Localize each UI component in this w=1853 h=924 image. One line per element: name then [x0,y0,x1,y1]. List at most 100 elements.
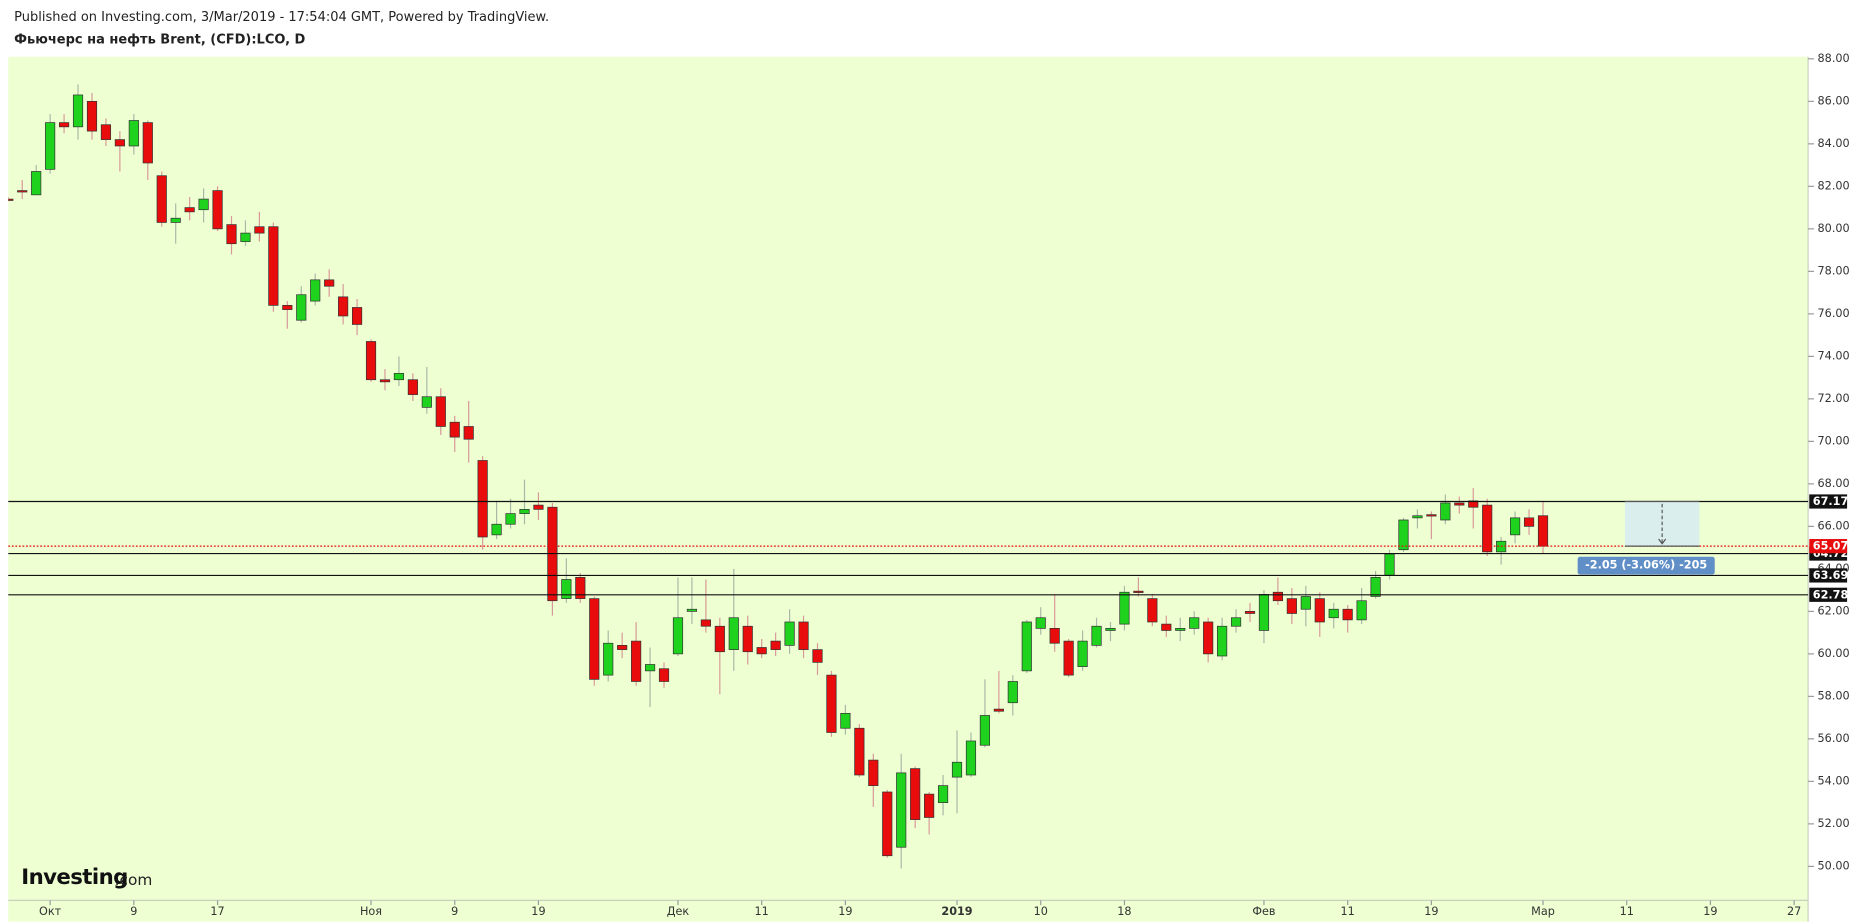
candle-body [993,708,1004,712]
candle-body [45,122,56,170]
x-tick-label: 9 [130,905,137,918]
candle-body [1244,611,1256,614]
candle-body [212,190,223,230]
x-tick-label: 19 [838,905,852,918]
candle-body [714,625,725,653]
candle-body [1175,628,1186,631]
candle-body [658,668,670,682]
candle-body [407,379,418,395]
candle-body [1328,608,1339,619]
y-tick-label: 68.00 [1818,477,1850,490]
candle-body [686,608,698,612]
plot-background [8,56,1809,922]
candle-body [631,640,642,682]
y-tick-label: 78.00 [1818,264,1850,277]
candle-body [1258,594,1270,631]
candle-body [72,94,84,128]
x-tick-label: Ноя [360,905,382,918]
candle-body [1035,617,1046,629]
candle-body [351,307,363,325]
x-tick-label: 11 [1341,905,1355,918]
candle-body [31,171,42,196]
candle-body [142,122,153,164]
subtitle: Published on Investing.com, 3/Mar/2019 -… [14,10,549,25]
x-tick-label: 18 [1117,905,1131,918]
candle-body [1523,517,1535,527]
y-tick-label: 86.00 [1818,94,1850,107]
x-tick-label: Фев [1252,905,1275,918]
candle-body [1105,628,1116,631]
x-tick-label: Окт [39,905,62,918]
candle-body [198,198,209,211]
candle-body [1049,628,1060,644]
x-tick-label: 11 [755,905,769,918]
x-tick-label: 9 [451,905,458,918]
y-tick-label: 80.00 [1818,222,1850,235]
measure-label-bg [1577,556,1715,575]
candle-body [254,226,265,234]
x-tick-label: 2019 [941,905,972,918]
candle-body [463,426,474,440]
x-tick-label: 19 [531,905,545,918]
candle-body [1510,517,1521,536]
candle-body [979,715,991,746]
candle-body [1272,591,1283,602]
candle-body [1021,621,1032,672]
candle-body [310,279,321,302]
price-tag-bg [1809,494,1848,509]
candle-body [589,598,600,680]
candle-body [1217,625,1228,657]
y-tick-label: 62.00 [1818,604,1850,617]
price-tag: 67.17 [1813,495,1849,508]
candle-body [770,640,781,650]
candle-body [700,619,711,627]
candle-body [156,175,167,223]
candle-body [1398,519,1409,551]
candle-body [1342,608,1353,621]
candle-body [449,421,460,438]
logo-name: Investing [21,865,128,890]
candle-body [742,625,753,653]
candle-body [282,304,293,310]
candle-body [1384,553,1395,576]
candle-body [338,296,349,317]
chart-title: Фьючерс на нефть Brent, (CFD):LCO, D [14,33,305,48]
candle-body [491,523,502,536]
candle-body [910,768,921,820]
price-tag: 65.07 [1813,540,1849,553]
y-tick-label: 52.00 [1818,817,1850,830]
candle-body [1077,640,1088,667]
candle-body [533,504,544,510]
candle-body [826,674,837,733]
price-tag-bg [1809,587,1848,602]
price-tag-bg [1809,568,1848,583]
candle-body [965,740,977,776]
y-tick-label: 56.00 [1818,732,1850,745]
candle-body [882,791,893,857]
candle-body [924,793,935,818]
candle-body [798,621,809,650]
overlays: -2.05 (-3.06%) -205 [8,500,1809,596]
candle-body [1412,515,1423,519]
y-tick-label: 72.00 [1818,392,1850,405]
candle-body [840,713,851,729]
y-tick-label: 88.00 [1818,52,1850,65]
candle-body [365,341,377,381]
x-tick-label: 17 [210,905,224,918]
measure-arrowhead [1658,538,1667,545]
candle-body [575,577,586,599]
candle-body [296,294,307,321]
candle-body [240,232,251,242]
candle-body [505,513,516,525]
candle-body [1063,640,1074,676]
y-tick-label: 84.00 [1818,137,1850,150]
candle-body [519,509,530,514]
candle-body [1091,625,1102,646]
candle-body [1133,590,1144,593]
candle-body [784,621,795,646]
candle-body [1203,621,1214,655]
x-tick-label: Дек [667,905,690,918]
candle-body [1189,617,1200,629]
candle-body [1454,502,1465,506]
y-tick-label: 70.00 [1818,434,1850,447]
